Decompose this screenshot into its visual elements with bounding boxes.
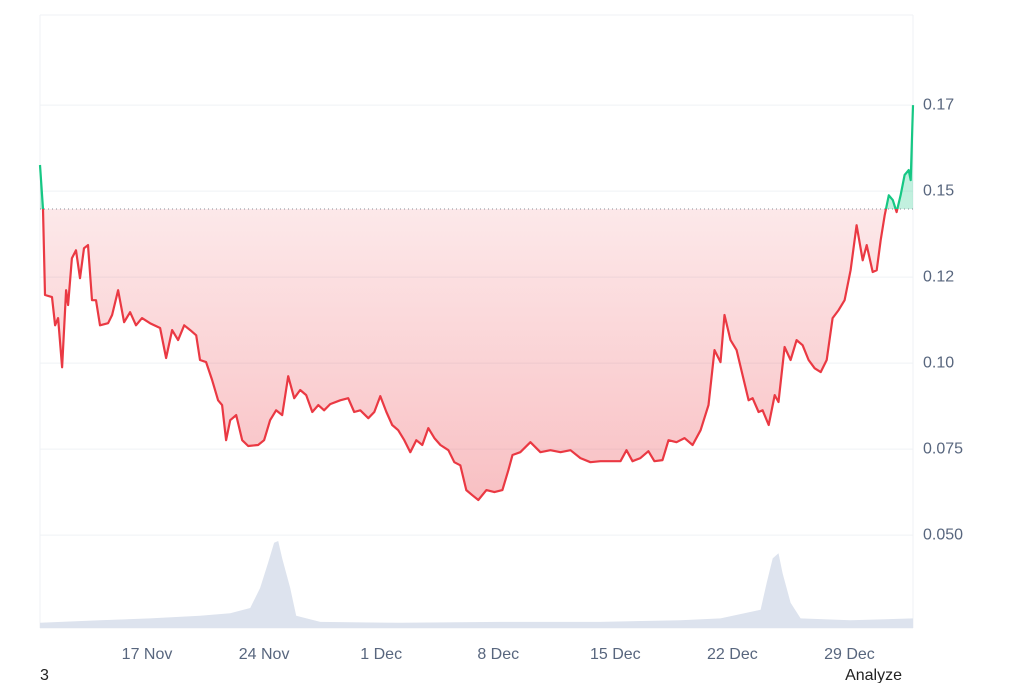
- volume: [40, 541, 913, 628]
- y-tick-label: 0.10: [923, 354, 954, 371]
- volume-area: [40, 541, 913, 628]
- footer-left: 3: [40, 667, 49, 683]
- y-tick-label: 0.050: [923, 526, 963, 543]
- x-tick-label: 8 Dec: [477, 646, 519, 663]
- x-tick-label: 15 Dec: [590, 646, 641, 663]
- y-tick-label: 0.12: [923, 268, 954, 285]
- x-tick-label: 17 Nov: [122, 646, 173, 663]
- price-line-down: [41, 209, 899, 502]
- x-tick-label: 24 Nov: [239, 646, 290, 663]
- x-tick-label: 22 Dec: [707, 646, 758, 663]
- x-tick-label: 29 Dec: [824, 646, 875, 663]
- area-down: [43, 209, 898, 500]
- x-tick-label: 1 Dec: [360, 646, 402, 663]
- footer-right: Analyze: [845, 667, 902, 683]
- y-tick-label: 0.15: [923, 182, 954, 199]
- y-tick-label: 0.075: [923, 440, 963, 457]
- price: [38, 105, 915, 502]
- y-tick-label: 0.17: [923, 96, 954, 113]
